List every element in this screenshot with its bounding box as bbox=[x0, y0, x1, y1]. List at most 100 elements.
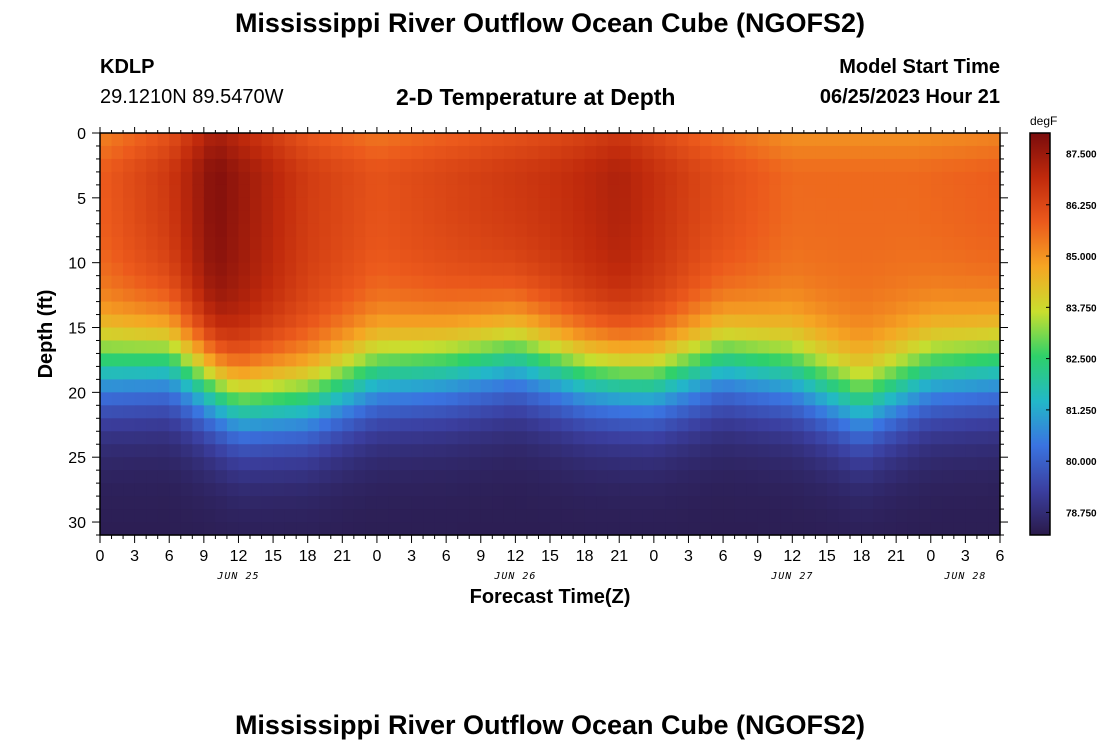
heatmap-cell bbox=[746, 223, 759, 238]
heatmap-cell bbox=[411, 444, 424, 458]
heatmap-cell bbox=[815, 158, 828, 173]
heatmap-cell bbox=[607, 509, 620, 523]
heatmap-cell bbox=[607, 418, 620, 432]
heatmap-cell bbox=[157, 483, 170, 497]
heatmap-cell bbox=[400, 392, 413, 406]
heatmap-cell bbox=[630, 133, 643, 147]
heatmap-cell bbox=[815, 496, 828, 510]
heatmap-cell bbox=[365, 379, 378, 393]
heatmap-cell bbox=[688, 431, 701, 445]
heatmap-cell bbox=[988, 301, 1001, 316]
heatmap-cell bbox=[653, 340, 666, 355]
heatmap-cell bbox=[896, 431, 909, 445]
heatmap-cell bbox=[226, 418, 240, 432]
heatmap-cell bbox=[353, 171, 366, 186]
heatmap-cell bbox=[526, 210, 540, 225]
heatmap-cell bbox=[976, 236, 990, 251]
heatmap-cell bbox=[907, 288, 920, 303]
heatmap-cell bbox=[353, 366, 366, 380]
heatmap-cell bbox=[503, 249, 516, 264]
heatmap-cell bbox=[953, 275, 966, 290]
heatmap-cell bbox=[423, 210, 436, 225]
heatmap-cell bbox=[965, 392, 978, 406]
heatmap-cell bbox=[953, 483, 966, 497]
heatmap-cell bbox=[284, 275, 297, 290]
heatmap-cell bbox=[861, 158, 874, 173]
heatmap-cell bbox=[965, 262, 978, 277]
x-tick-label: 18 bbox=[853, 548, 871, 565]
heatmap-cell bbox=[919, 133, 932, 147]
heatmap-cell bbox=[226, 275, 240, 290]
heatmap-cell bbox=[700, 184, 713, 199]
heatmap-cell bbox=[815, 392, 828, 406]
heatmap-cell bbox=[469, 262, 482, 277]
heatmap-cell bbox=[665, 405, 678, 419]
heatmap-cell bbox=[584, 522, 597, 536]
heatmap-cell bbox=[330, 133, 343, 147]
heatmap-cell bbox=[700, 158, 713, 173]
heatmap-cell bbox=[642, 158, 655, 173]
heatmap-cell bbox=[365, 522, 378, 536]
heatmap-cell bbox=[676, 223, 690, 238]
heatmap-cell bbox=[146, 133, 159, 147]
heatmap-cell bbox=[792, 145, 805, 160]
heatmap-cell bbox=[284, 158, 297, 173]
heatmap-cell bbox=[400, 223, 413, 238]
heatmap-cell bbox=[619, 133, 632, 147]
heatmap-cell bbox=[792, 470, 805, 484]
heatmap-cell bbox=[550, 353, 563, 368]
heatmap-cell bbox=[988, 158, 1001, 173]
page-title: Mississippi River Outflow Ocean Cube (NG… bbox=[234, 8, 866, 38]
heatmap-cell bbox=[965, 444, 978, 458]
heatmap-cell bbox=[376, 470, 390, 484]
heatmap-cell bbox=[584, 275, 597, 290]
heatmap-cell bbox=[261, 444, 274, 458]
heatmap-cell bbox=[803, 158, 816, 173]
heatmap-cell bbox=[907, 379, 920, 393]
heatmap-cell bbox=[250, 210, 263, 225]
heatmap-cell bbox=[480, 327, 493, 342]
heatmap-cell bbox=[803, 133, 816, 147]
heatmap-cell bbox=[815, 353, 828, 368]
heatmap-cell bbox=[884, 457, 897, 471]
heatmap-cell bbox=[376, 184, 390, 199]
heatmap-cell bbox=[480, 301, 493, 316]
heatmap-cell bbox=[826, 236, 840, 251]
heatmap-cell bbox=[930, 392, 943, 406]
y-tick-label: 0 bbox=[77, 126, 86, 143]
heatmap-cell bbox=[469, 418, 482, 432]
heatmap-cell bbox=[146, 223, 159, 238]
heatmap-cell bbox=[780, 379, 793, 393]
heatmap-cell bbox=[757, 470, 770, 484]
heatmap-cell bbox=[757, 210, 770, 225]
heatmap-cell bbox=[307, 353, 320, 368]
heatmap-cell bbox=[480, 392, 493, 406]
y-tick-label: 20 bbox=[68, 385, 86, 402]
heatmap-cell bbox=[411, 171, 424, 186]
heatmap-cell bbox=[653, 197, 666, 212]
heatmap-cell bbox=[919, 275, 932, 290]
heatmap-cell bbox=[434, 275, 447, 290]
heatmap-cell bbox=[653, 366, 666, 380]
heatmap-cell bbox=[180, 483, 193, 497]
heatmap-cell bbox=[388, 262, 401, 277]
heatmap-cell bbox=[376, 301, 390, 316]
heatmap-cell bbox=[642, 288, 655, 303]
heatmap-cell bbox=[157, 288, 170, 303]
heatmap-cell bbox=[319, 522, 332, 536]
heatmap-cell bbox=[284, 301, 297, 316]
heatmap-cell bbox=[446, 431, 459, 445]
heatmap-cell bbox=[919, 496, 932, 510]
heatmap-cell bbox=[434, 262, 447, 277]
heatmap-cell bbox=[550, 340, 563, 355]
x-tick-label: 6 bbox=[996, 548, 1005, 565]
heatmap-cell bbox=[780, 509, 793, 523]
heatmap-cell bbox=[250, 145, 263, 160]
heatmap-cell bbox=[446, 236, 459, 251]
heatmap-cell bbox=[953, 470, 966, 484]
heatmap-cell bbox=[734, 133, 747, 147]
heatmap-cell bbox=[550, 210, 563, 225]
heatmap-cell bbox=[988, 314, 1001, 329]
heatmap-cell bbox=[619, 327, 632, 342]
heatmap-cell bbox=[757, 405, 770, 419]
